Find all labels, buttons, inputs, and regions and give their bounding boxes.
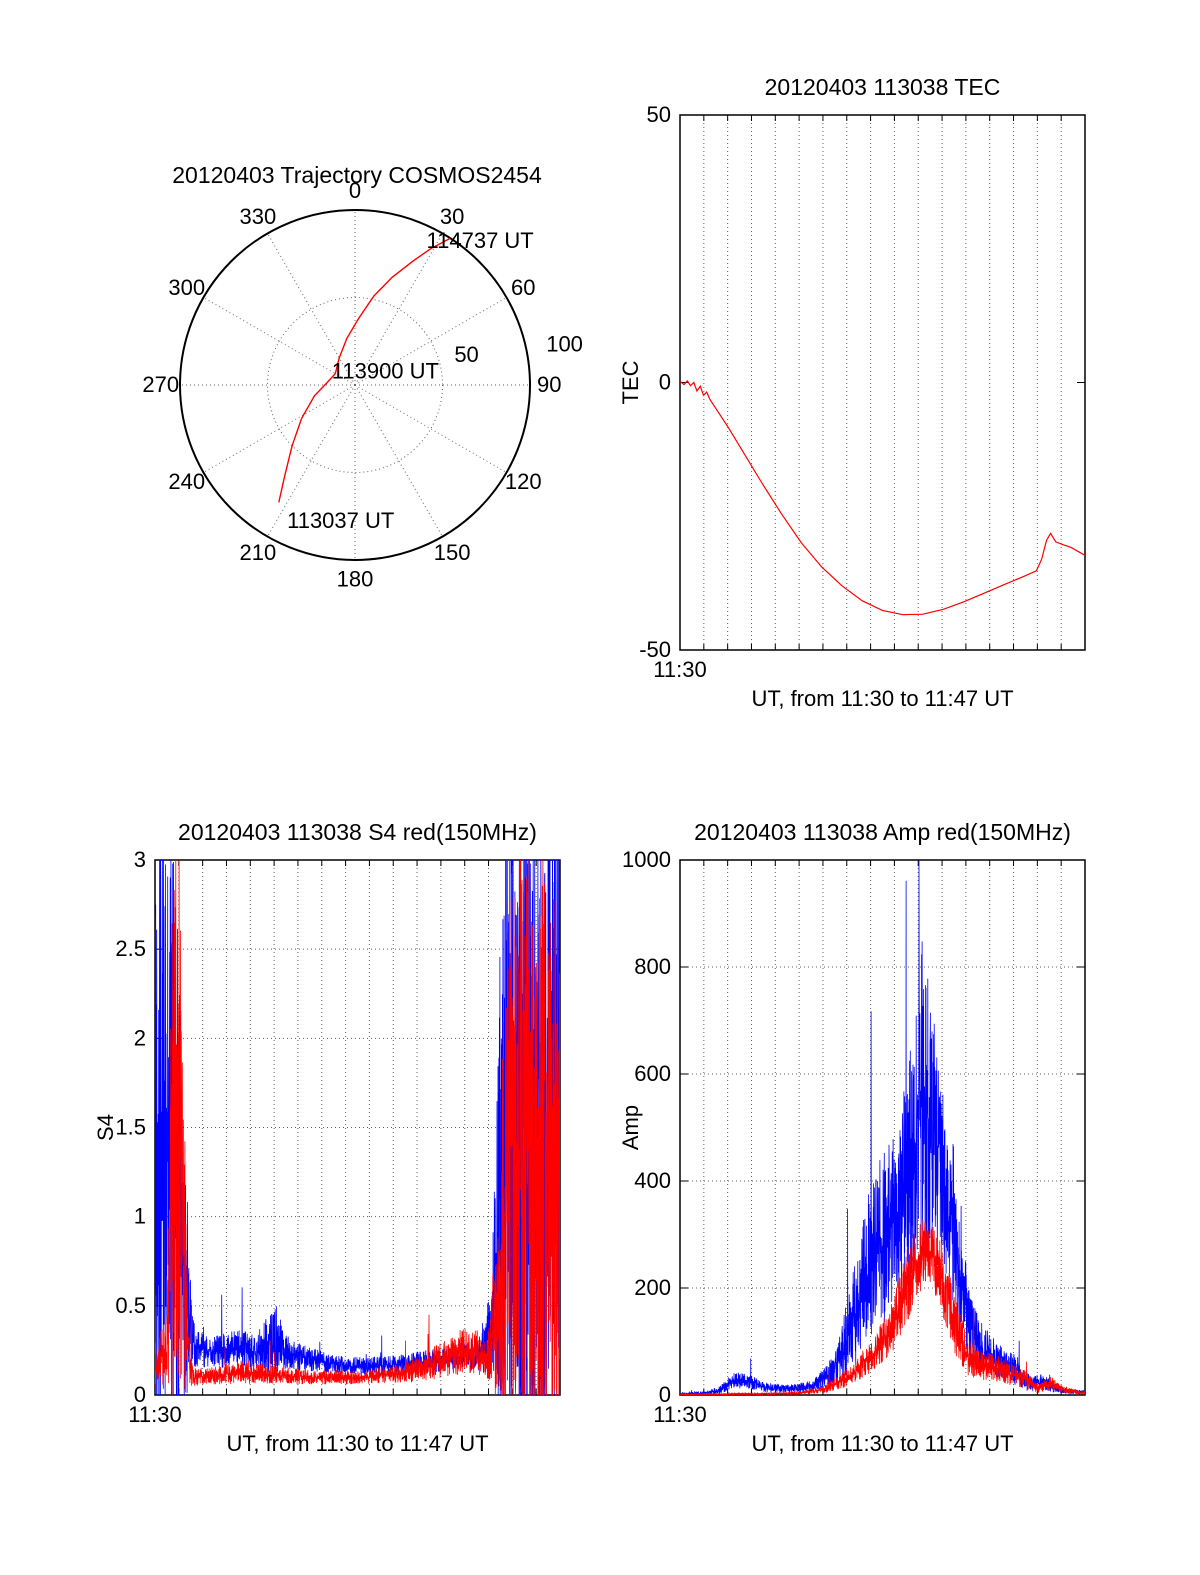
amplitude-chart: 0 200 400 600 800 1000 20120403 113038 Amp red… — [618, 819, 1086, 1456]
trajectory-time-annotation: 113037 UT — [287, 508, 394, 533]
series-S4-red-150MHz — [155, 860, 560, 1395]
trajectory-time-annotation: 114737 UT — [427, 228, 534, 253]
azimuth-tick-label: 0 — [349, 178, 361, 203]
y-tick-label: 400 — [634, 1168, 671, 1193]
azimuth-tick-label: 30 — [440, 204, 464, 229]
series-satellite-track — [278, 237, 451, 503]
x-axis-label: UT, from 11:30 to 11:47 UT — [226, 1431, 488, 1456]
tec-line-chart: -50 0 50 20120403 113038 TEC TEC UT, from 11:… — [618, 74, 1086, 711]
y-tick-label: 50 — [647, 102, 671, 127]
y-tick-label: 2.5 — [115, 936, 146, 961]
series-TEC — [680, 379, 1085, 616]
y-axis-label: Amp — [618, 1105, 643, 1150]
y-tick-label: -50 — [639, 637, 671, 662]
x-axis-label: UT, from 11:30 to 11:47 UT — [751, 1431, 1013, 1456]
y-tick-label: 600 — [634, 1061, 671, 1086]
radial-tick-label: 100 — [546, 331, 583, 356]
chart-title: 20120403 Trajectory COSMOS2454 — [172, 162, 542, 188]
series-Amp-blue — [680, 860, 1085, 1395]
chart-title: 20120403 113038 TEC — [765, 74, 1001, 100]
azimuth-tick-label: 90 — [537, 372, 561, 397]
y-axis-label: S4 — [93, 1114, 118, 1141]
y-tick-label: 1000 — [622, 847, 671, 872]
azimuth-tick-label: 270 — [142, 372, 179, 397]
azimuth-tick-label: 210 — [240, 540, 277, 565]
y-tick-label: 800 — [634, 954, 671, 979]
trajectory-polar-chart: 0 30 60 90 120 150 180 210 240 270 300 330 50 100 1147… — [142, 162, 583, 591]
y-tick-label: 0 — [134, 1382, 146, 1407]
y-tick-label: 0 — [659, 1382, 671, 1407]
chart-title: 20120403 113038 S4 red(150MHz) — [178, 819, 537, 845]
azimuth-tick-label: 60 — [511, 275, 535, 300]
series-Amp-red-150MHz — [680, 1219, 1085, 1395]
azimuth-tick-label: 330 — [240, 204, 277, 229]
y-axis-label: TEC — [618, 360, 643, 404]
elevation-circle — [267, 297, 443, 473]
y-tick-label: 3 — [134, 847, 146, 872]
trajectory-time-annotation: 113900 UT — [332, 358, 439, 383]
chart-title: 20120403 113038 Amp red(150MHz) — [694, 819, 1071, 845]
y-tick-label: 2 — [134, 1025, 146, 1050]
plot-box — [679, 859, 1086, 1396]
x-tick-label: 11:30 — [128, 1402, 181, 1427]
azimuth-tick-label: 120 — [505, 469, 542, 494]
x-tick-label: 11:30 — [653, 657, 706, 682]
x-axis-label: UT, from 11:30 to 11:47 UT — [751, 686, 1013, 711]
series-group — [680, 379, 1085, 616]
y-tick-label: 0 — [659, 370, 671, 395]
azimuth-tick-label: 180 — [337, 566, 374, 591]
azimuth-tick-label: 300 — [168, 275, 205, 300]
x-tick-label: 11:30 — [653, 1402, 706, 1427]
series-group — [155, 860, 560, 1395]
y-tick-label: 200 — [634, 1275, 671, 1300]
polar-outer-circle — [179, 209, 531, 561]
y-tick-label: 1 — [134, 1204, 146, 1229]
plot-box — [679, 114, 1086, 651]
s4-scintillation-chart: 0 0.5 1 1.5 2 2.5 3 20120403 113038 S4 red(150M… — [93, 819, 561, 1456]
azimuth-tick-label: 240 — [168, 469, 205, 494]
y-tick-label: 1.5 — [115, 1115, 146, 1140]
y-tick-label: 0.5 — [115, 1293, 146, 1318]
radial-tick-label: 50 — [454, 342, 478, 367]
azimuth-tick-label: 150 — [434, 540, 471, 565]
series-group — [680, 860, 1085, 1395]
